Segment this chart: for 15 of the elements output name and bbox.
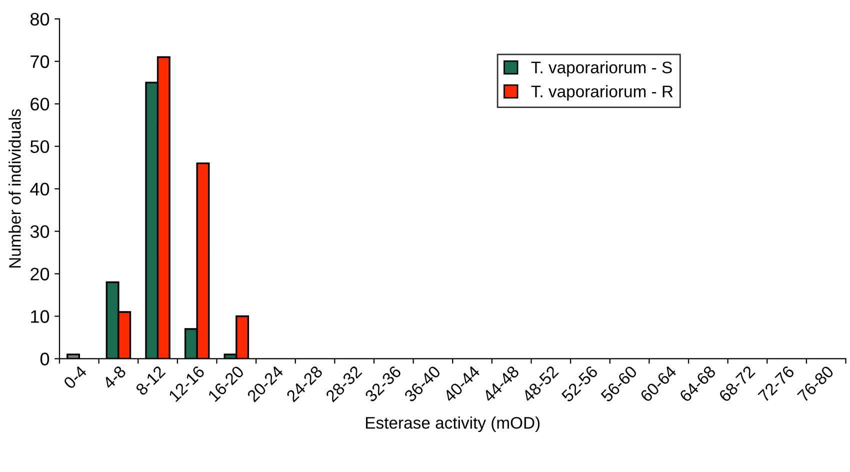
y-tick-label: 70	[30, 55, 50, 68]
legend-label: T. vaporariorum - S	[531, 61, 672, 77]
y-tick-label: 0	[40, 352, 50, 366]
y-tick-label: 50	[30, 140, 50, 154]
y-tick-label: 40	[30, 182, 50, 196]
legend-label: T. vaporariorum - R	[531, 85, 673, 101]
y-tick-label: 80	[30, 12, 50, 26]
y-tick-label: 60	[30, 98, 50, 111]
y-tick-label: 30	[30, 225, 50, 238]
y-tick-label: 10	[31, 310, 50, 323]
y-tick-label: 20	[30, 268, 50, 280]
x-tick-label: 0-4	[62, 364, 88, 390]
x-axis-title: Esterase activity (mOD)	[366, 416, 540, 432]
x-tick-label: 4-8	[102, 365, 127, 390]
y-axis-title: Number of individuals	[8, 109, 21, 268]
